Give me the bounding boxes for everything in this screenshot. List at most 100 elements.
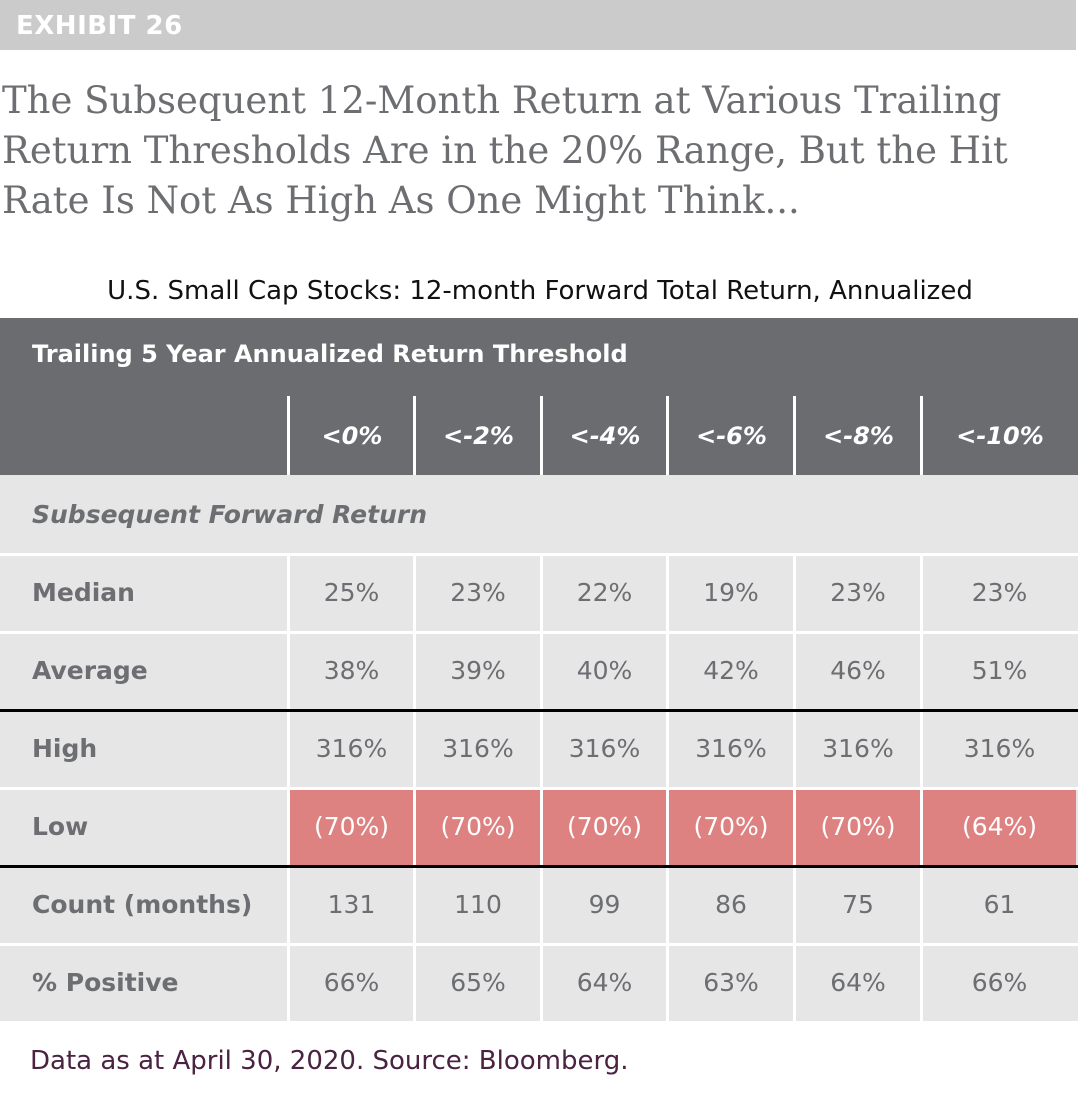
row-label: Count (months) [32, 889, 253, 919]
row-label: High [32, 733, 98, 763]
column-divider [287, 396, 290, 475]
exhibit-bar: EXHIBIT 26 [0, 0, 1076, 50]
table-cell: 46% [830, 655, 886, 685]
data-table: Trailing 5 Year Annualized Return Thresh… [0, 318, 1078, 1021]
column-divider [793, 553, 796, 631]
column-divider [413, 553, 416, 631]
table-cell: 22% [576, 577, 633, 607]
column-header: <-4% [569, 421, 641, 450]
table-cell: 65% [450, 967, 506, 997]
column-header: <0% [321, 421, 383, 450]
column-divider [920, 865, 923, 943]
row-label: Average [32, 655, 148, 685]
column-divider [287, 787, 290, 865]
column-divider [540, 943, 543, 1021]
table-cell: 316% [315, 733, 388, 763]
row-divider [0, 787, 1078, 790]
column-divider [666, 631, 669, 709]
table-cell: 316% [822, 733, 894, 763]
table-cell: (70%) [543, 787, 666, 865]
header-title: Trailing 5 Year Annualized Return Thresh… [32, 340, 628, 368]
column-divider [666, 865, 669, 943]
row-label: Median [32, 577, 135, 607]
column-divider [540, 709, 543, 787]
table-cell: 86 [715, 889, 747, 919]
chart-title: The Subsequent 12-Month Return at Variou… [2, 79, 1008, 222]
table-cell: (70%) [796, 787, 920, 865]
row-label: Low [32, 811, 89, 841]
table-cell: 63% [703, 967, 759, 997]
row-rule [0, 709, 1078, 712]
exhibit-label: EXHIBIT 26 [16, 11, 183, 41]
column-divider [666, 787, 669, 865]
column-divider [920, 396, 923, 475]
table-cell: 40% [576, 655, 633, 685]
table-row: Median 25% 23% 22% 19% 23% 23% [0, 553, 1078, 631]
table-cell: 110 [454, 889, 502, 919]
column-divider [287, 865, 290, 943]
table-cell: 38% [323, 655, 380, 685]
section-label: Subsequent Forward Return [32, 499, 428, 529]
column-divider [666, 553, 669, 631]
column-divider [413, 943, 416, 1021]
section-row: Subsequent Forward Return [0, 475, 1078, 553]
column-divider [287, 943, 290, 1021]
column-divider [666, 709, 669, 787]
column-divider [540, 865, 543, 943]
table-cell: 75 [842, 889, 874, 919]
table-cell: 316% [695, 733, 767, 763]
table-cell: (70%) [290, 787, 413, 865]
table-row: Low (70%) (70%) (70%) (70%) (70%) (64%) [0, 787, 1078, 865]
table-cell: (70%) [669, 787, 793, 865]
column-divider [793, 787, 796, 865]
column-divider [920, 709, 923, 787]
table-cell: 316% [442, 733, 514, 763]
column-divider [920, 943, 923, 1021]
table-cell: 39% [450, 655, 506, 685]
table-cell: 42% [703, 655, 759, 685]
row-rule [0, 865, 1078, 868]
table-cell: 61 [983, 889, 1016, 919]
column-divider [540, 553, 543, 631]
column-header: <-10% [956, 421, 1044, 450]
column-divider [413, 787, 416, 865]
column-divider [540, 396, 543, 475]
column-divider [793, 631, 796, 709]
column-divider [793, 865, 796, 943]
table-cell: 64% [576, 967, 633, 997]
table-cell: 66% [971, 967, 1028, 997]
table-cell: 66% [323, 967, 380, 997]
column-divider [540, 631, 543, 709]
table-cell: (70%) [416, 787, 540, 865]
column-divider [540, 787, 543, 865]
table-cell: 131 [327, 889, 376, 919]
source-note: Data as at April 30, 2020. Source: Bloom… [30, 1046, 629, 1076]
column-divider [666, 943, 669, 1021]
table-cell: 19% [703, 577, 759, 607]
row-divider [0, 943, 1078, 946]
table-row: Average 38% 39% 40% 42% 46% 51% [0, 631, 1078, 709]
table-cell: 23% [450, 577, 506, 607]
row-label: % Positive [32, 967, 179, 997]
column-divider [413, 709, 416, 787]
table-row: High 316% 316% 316% 316% 316% 316% [0, 709, 1078, 787]
row-divider [0, 631, 1078, 634]
column-divider [920, 631, 923, 709]
table-cell: 316% [963, 733, 1036, 763]
table-header: Trailing 5 Year Annualized Return Thresh… [0, 318, 1078, 475]
column-divider [666, 396, 669, 475]
column-divider [793, 396, 796, 475]
table-row: % Positive 66% 65% 64% 63% 64% 66% [0, 943, 1078, 1021]
table-cell: 23% [830, 577, 886, 607]
column-divider [287, 631, 290, 709]
table-cell: 23% [971, 577, 1028, 607]
header-columns: <0% <-2% <-4% <-6% <-8% <-10% [0, 396, 1078, 475]
table-cell: 51% [971, 655, 1028, 685]
table-subtitle: U.S. Small Cap Stocks: 12-month Forward … [107, 276, 973, 306]
table-cell: (64%) [923, 787, 1076, 865]
column-divider [413, 631, 416, 709]
table-cell: 64% [830, 967, 886, 997]
row-divider [0, 553, 1078, 556]
column-divider [287, 709, 290, 787]
column-divider [793, 709, 796, 787]
